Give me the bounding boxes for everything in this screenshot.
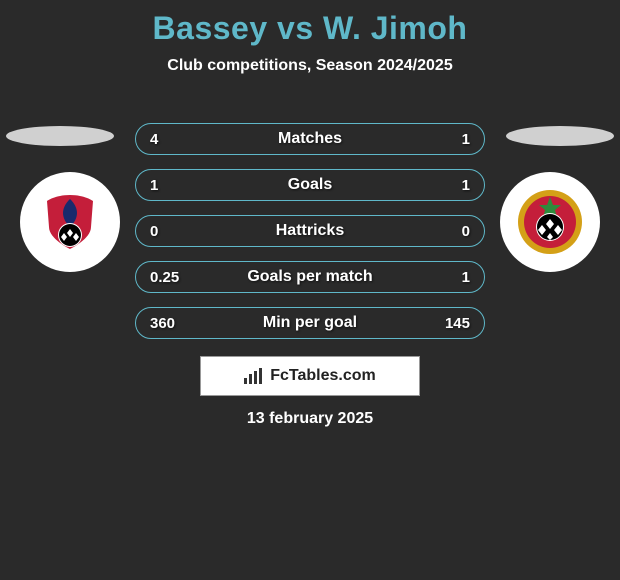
stat-right-value: 0 [462, 223, 470, 240]
ellipse-decoration-right [506, 126, 614, 146]
crest-left-icon [35, 187, 105, 257]
stat-left-value: 0 [150, 223, 158, 240]
stat-row: 4 Matches 1 [135, 123, 485, 155]
comparison-date: 13 february 2025 [0, 410, 620, 428]
stat-left-value: 1 [150, 177, 158, 194]
stat-left-value: 360 [150, 315, 175, 332]
brand-attribution[interactable]: FcTables.com [200, 356, 420, 396]
right-team-badge [500, 172, 600, 272]
stat-label: Goals per match [136, 268, 484, 286]
crest-right-icon [515, 187, 585, 257]
stat-row: 0 Hattricks 0 [135, 215, 485, 247]
stat-row: 0.25 Goals per match 1 [135, 261, 485, 293]
left-team-badge [20, 172, 120, 272]
stat-right-value: 1 [462, 131, 470, 148]
stat-right-value: 1 [462, 177, 470, 194]
brand-text: FcTables.com [270, 367, 376, 385]
stat-left-value: 4 [150, 131, 158, 148]
stat-row: 360 Min per goal 145 [135, 307, 485, 339]
stat-label: Goals [136, 176, 484, 194]
comparison-subtitle: Club competitions, Season 2024/2025 [0, 57, 620, 75]
stat-right-value: 1 [462, 269, 470, 286]
stats-container: 4 Matches 1 1 Goals 1 0 Hattricks 0 0.25… [135, 123, 485, 353]
stat-label: Min per goal [136, 314, 484, 332]
stat-row: 1 Goals 1 [135, 169, 485, 201]
ellipse-decoration-left [6, 126, 114, 146]
stat-label: Matches [136, 130, 484, 148]
stat-left-value: 0.25 [150, 269, 179, 286]
stat-label: Hattricks [136, 222, 484, 240]
comparison-title: Bassey vs W. Jimoh [0, 0, 620, 47]
chart-icon [244, 368, 264, 384]
stat-right-value: 145 [445, 315, 470, 332]
